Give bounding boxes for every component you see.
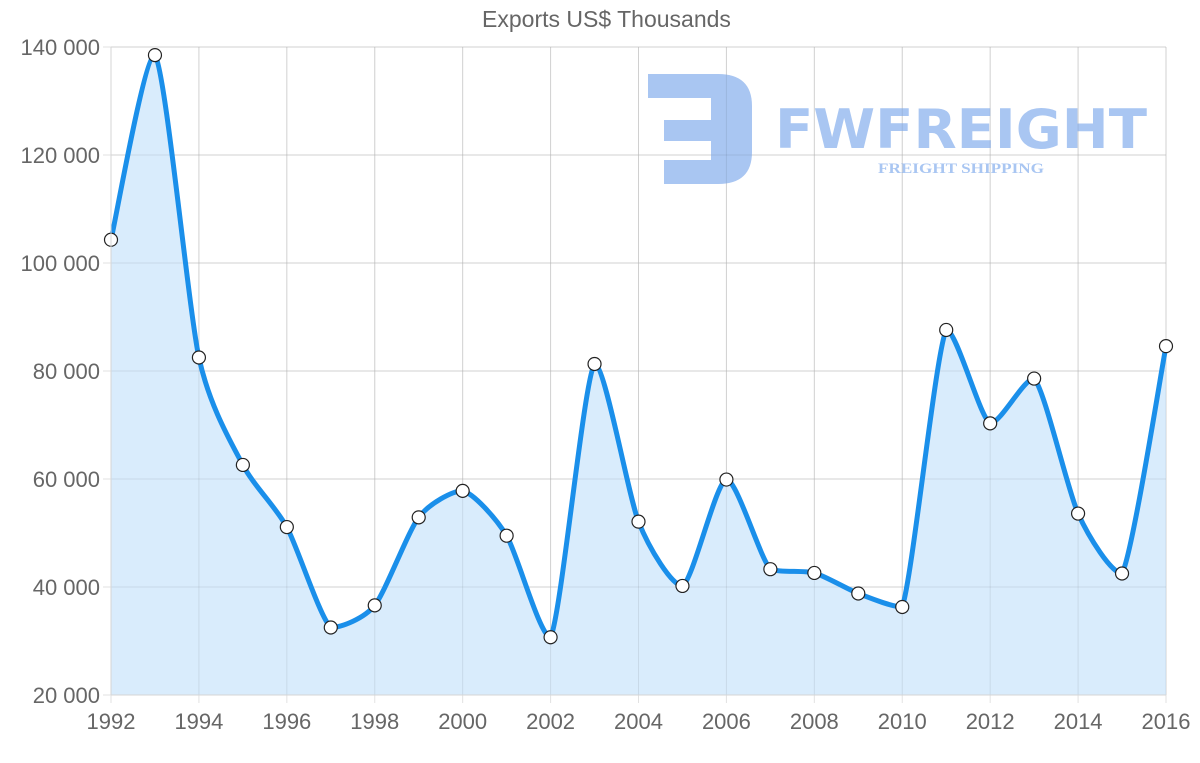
- data-point-2004[interactable]: [631, 514, 646, 529]
- data-point-2007[interactable]: [763, 562, 778, 577]
- watermark-brand: FWFREIGHT: [775, 98, 1147, 161]
- data-point-1997[interactable]: [323, 620, 338, 635]
- x-tick-label: 2012: [966, 709, 1015, 734]
- x-tick-label: 2002: [526, 709, 575, 734]
- chart-title: Exports US$ Thousands: [482, 6, 731, 32]
- data-point-1993[interactable]: [147, 47, 163, 63]
- data-point-2002[interactable]: [543, 630, 558, 645]
- data-point-2013[interactable]: [1027, 371, 1042, 386]
- y-tick-label: 60 000: [33, 467, 100, 492]
- x-tick-label: 1994: [174, 709, 223, 734]
- x-axis: 1992 1994 1996 1998 2000 2002 2004 2006 2008 2010…: [87, 694, 1191, 734]
- data-point-2009[interactable]: [851, 586, 866, 601]
- data-point-1999[interactable]: [411, 510, 426, 525]
- fwfreight-watermark: FWFREIGHT FREIGHT SHIPPING: [648, 74, 1147, 184]
- data-point-2005[interactable]: [675, 578, 690, 594]
- x-tick-label: 1996: [262, 709, 311, 734]
- x-tick-label: 1998: [350, 709, 399, 734]
- data-point-1998[interactable]: [367, 598, 382, 613]
- data-point-2015[interactable]: [1114, 566, 1130, 581]
- series-area-fill: [111, 55, 1166, 696]
- data-point-1995[interactable]: [235, 457, 250, 473]
- data-point-2016[interactable]: [1158, 339, 1174, 354]
- x-tick-label: 2004: [614, 709, 663, 734]
- data-point-2000[interactable]: [455, 483, 470, 498]
- data-point-markers: [103, 47, 1174, 645]
- data-point-2006[interactable]: [719, 472, 734, 487]
- y-tick-label: 40 000: [33, 575, 100, 600]
- data-point-2014[interactable]: [1070, 506, 1086, 521]
- x-tick-label: 2010: [878, 709, 927, 734]
- data-point-2008[interactable]: [807, 565, 822, 581]
- y-tick-label: 140 000: [20, 35, 100, 60]
- x-tick-label: 2000: [438, 709, 487, 734]
- y-axis: 20 000 40 000 60 000 80 000 100 000 120 000 14…: [20, 35, 112, 708]
- x-tick-label: 2006: [702, 709, 751, 734]
- x-tick-label: 2014: [1054, 709, 1103, 734]
- data-point-2003[interactable]: [587, 356, 602, 372]
- data-point-2001[interactable]: [499, 528, 514, 543]
- data-point-2010[interactable]: [895, 599, 910, 615]
- x-tick-label: 1992: [87, 709, 136, 734]
- data-point-1996[interactable]: [279, 519, 294, 535]
- y-tick-label: 80 000: [33, 359, 100, 384]
- y-tick-label: 100 000: [20, 251, 100, 276]
- watermark-tagline: FREIGHT SHIPPING: [878, 161, 1044, 177]
- fwfreight-logo-icon: [648, 74, 752, 184]
- y-tick-label: 120 000: [20, 143, 100, 168]
- data-point-2012[interactable]: [983, 416, 998, 431]
- x-tick-label: 2008: [790, 709, 839, 734]
- data-point-1994[interactable]: [191, 350, 207, 365]
- x-tick-label: 2016: [1142, 709, 1191, 734]
- y-tick-label: 20 000: [33, 683, 100, 708]
- data-point-2011[interactable]: [939, 322, 954, 338]
